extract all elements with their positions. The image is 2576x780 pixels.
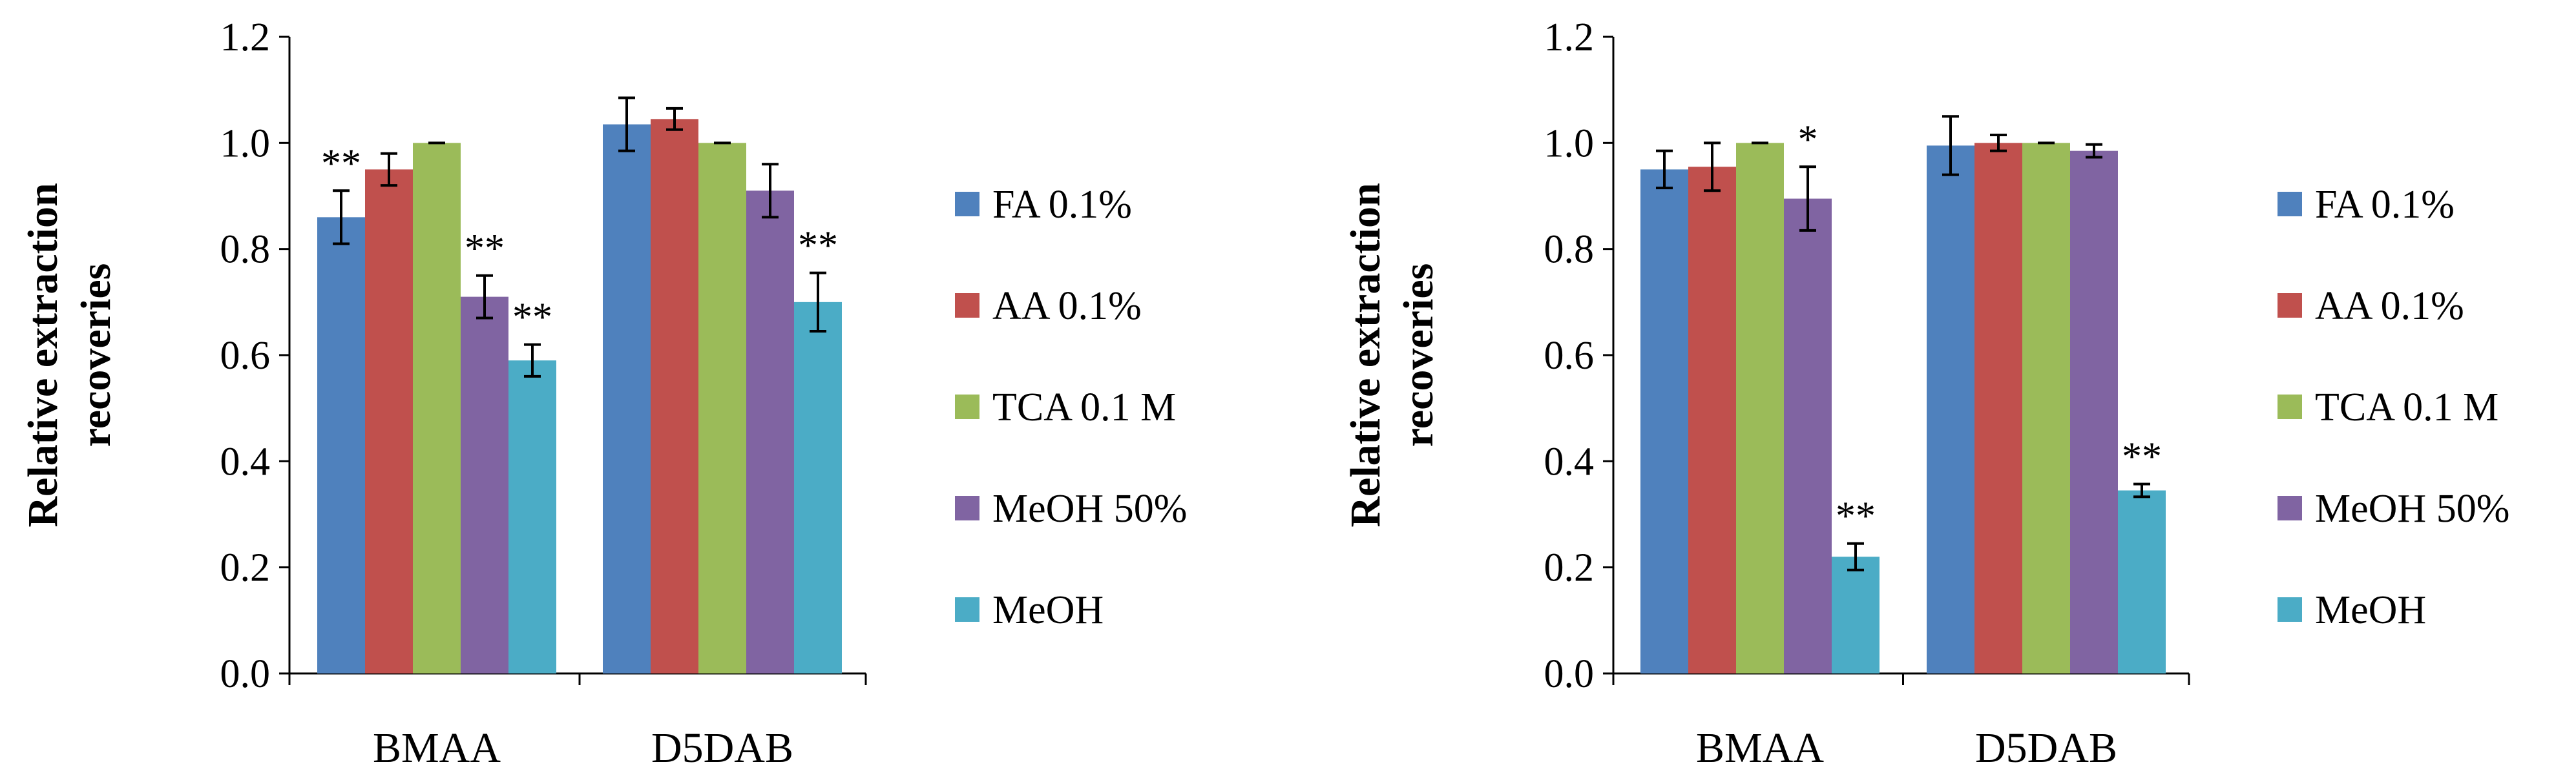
y-tick-label: 1.2: [220, 15, 271, 59]
bar: [413, 143, 461, 674]
y-tick-label: 0.2: [220, 546, 271, 590]
legend-swatch: [955, 496, 979, 520]
x-category-label: D5DAB: [1975, 724, 2117, 772]
legend-swatch: [955, 395, 979, 419]
y-tick-label: 0.8: [220, 228, 271, 272]
legend-label: AA 0.1%: [992, 284, 1142, 328]
significance-annotation: **: [512, 296, 552, 340]
bar: [1974, 143, 2022, 674]
bar: [508, 360, 556, 673]
legend-label: MeOH 50%: [2315, 487, 2509, 531]
bar: [1736, 143, 1784, 674]
legend-label: FA 0.1%: [992, 183, 1132, 227]
y-tick-label: 1.0: [220, 121, 271, 165]
bar: [698, 143, 746, 674]
legend-label: FA 0.1%: [2315, 183, 2455, 227]
bar: [746, 190, 794, 673]
legend-swatch: [2278, 395, 2302, 419]
y-axis-title-line: Relative extraction: [19, 183, 67, 527]
legend-swatch: [2278, 293, 2302, 318]
bar: [1688, 167, 1736, 673]
y-axis-title-line: Relative extraction: [1342, 183, 1389, 527]
y-axis-title-line: recoveries: [1395, 263, 1442, 447]
y-tick-label: 1.2: [1544, 15, 1595, 59]
bar: [603, 124, 651, 673]
x-category-label: BMAA: [373, 724, 501, 772]
bar: [1832, 557, 1880, 673]
legend-swatch: [955, 293, 979, 318]
significance-annotation: **: [465, 227, 505, 271]
y-tick-label: 0.0: [1544, 652, 1595, 696]
y-tick-label: 0.4: [1544, 440, 1595, 484]
legend-swatch: [2278, 192, 2302, 216]
bar: [317, 217, 365, 673]
x-category-label: BMAA: [1696, 724, 1824, 772]
bar: [2118, 490, 2166, 673]
significance-annotation: **: [1836, 495, 1876, 539]
significance-annotation: **: [2122, 435, 2162, 479]
bar: [1927, 145, 1974, 674]
y-axis-title: Relative extraction recoveries: [1342, 183, 1442, 527]
y-tick-label: 0.2: [1544, 546, 1595, 590]
significance-annotation: **: [798, 224, 838, 268]
legend-swatch: [955, 192, 979, 216]
y-axis-title: Relative extraction recoveries: [19, 183, 120, 527]
legend-label: AA 0.1%: [2315, 284, 2464, 328]
significance-annotation: **: [321, 141, 361, 185]
legend-label: TCA 0.1 M: [992, 385, 1176, 429]
bar: [1640, 169, 1688, 674]
bar: [1784, 198, 1832, 673]
legend-swatch: [2278, 597, 2302, 622]
y-tick-label: 0.6: [1544, 334, 1595, 378]
y-tick-label: 0.4: [220, 440, 271, 484]
bar: [794, 302, 842, 673]
y-axis-title-line: recoveries: [72, 263, 120, 447]
bar: [461, 296, 508, 673]
bar: [2070, 150, 2118, 674]
legend-label: MeOH: [2315, 588, 2426, 632]
legend-swatch: [955, 597, 979, 622]
bar: [651, 119, 698, 673]
y-tick-label: 0.8: [1544, 228, 1595, 272]
significance-annotation: *: [1798, 118, 1818, 161]
legend-label: MeOH: [992, 588, 1104, 632]
legend-label: MeOH 50%: [992, 487, 1187, 531]
y-tick-label: 0.6: [220, 334, 271, 378]
bar: [365, 169, 413, 674]
y-tick-label: 1.0: [1544, 121, 1595, 165]
x-category-label: D5DAB: [651, 724, 793, 772]
y-tick-label: 0.0: [220, 652, 271, 696]
legend-swatch: [2278, 496, 2302, 520]
bar: [2022, 143, 2070, 674]
legend-label: TCA 0.1 M: [2315, 385, 2498, 429]
